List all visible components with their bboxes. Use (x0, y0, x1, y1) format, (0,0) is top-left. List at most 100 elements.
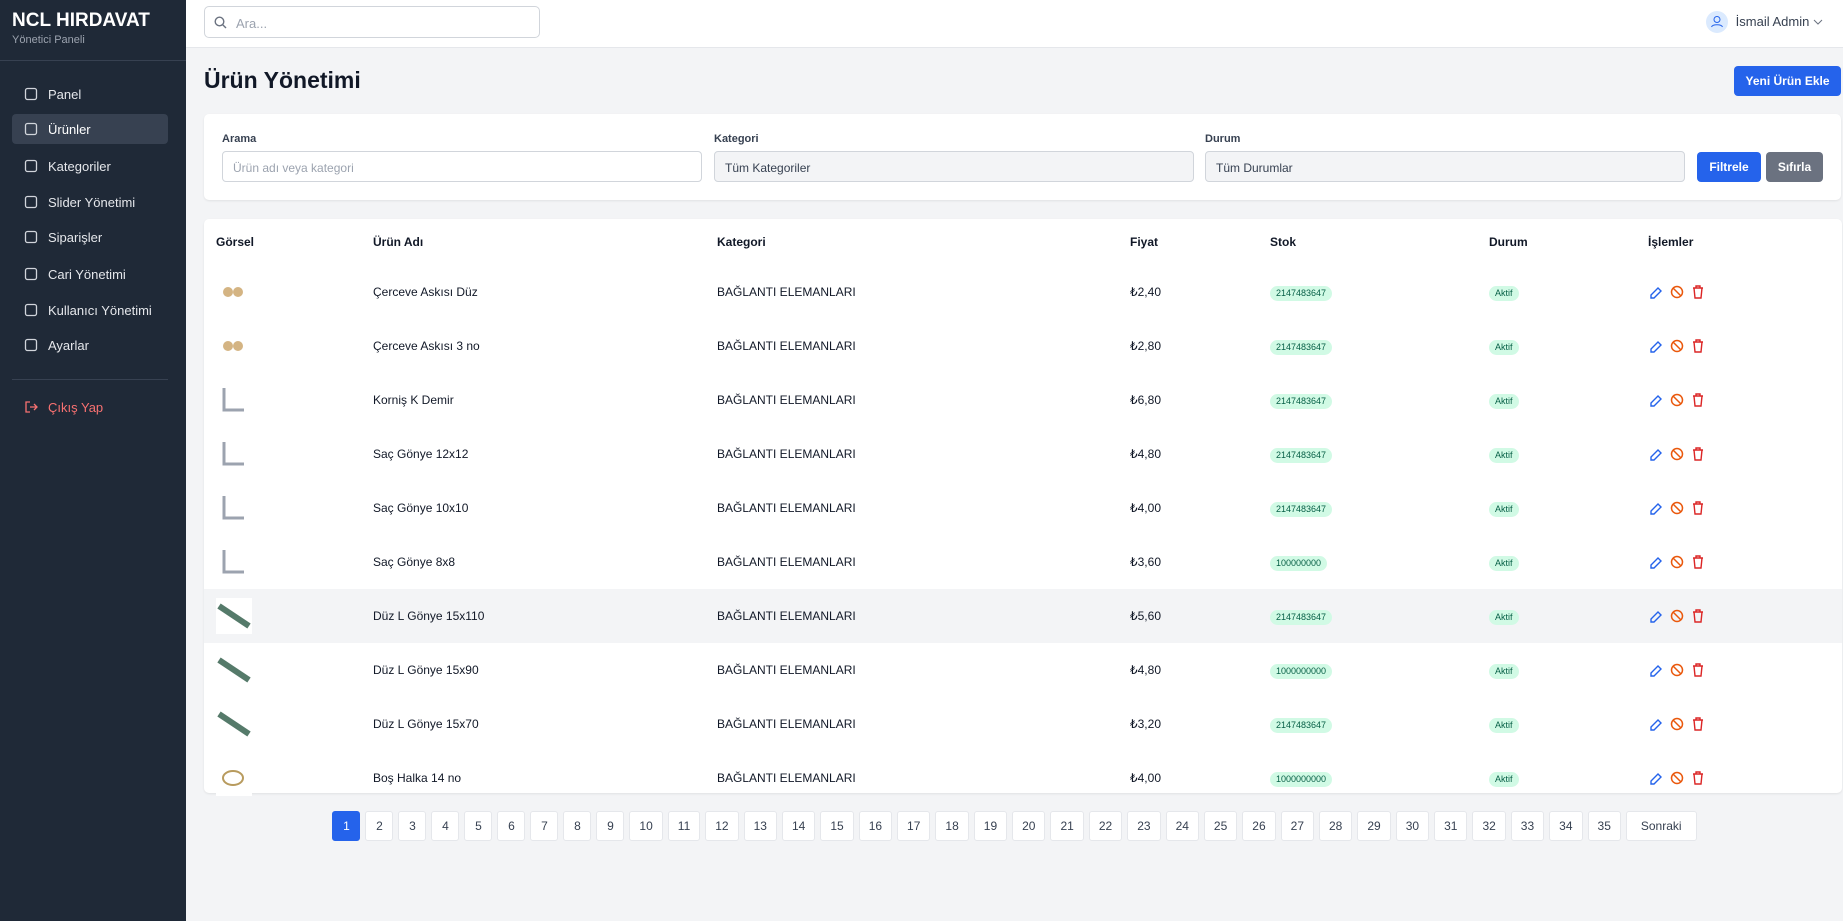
page-button[interactable]: 23 (1127, 811, 1161, 841)
status-badge: Aktif (1489, 394, 1519, 409)
delete-button[interactable] (1690, 338, 1706, 354)
page-button[interactable]: 35 (1587, 811, 1621, 841)
page-button[interactable]: 24 (1165, 811, 1199, 841)
page-button[interactable]: 19 (973, 811, 1008, 841)
page-button[interactable]: 29 (1357, 811, 1391, 841)
filter-button[interactable]: Filtrele (1697, 152, 1761, 182)
page-button[interactable]: 25 (1203, 811, 1238, 841)
next-button[interactable]: Sonraki (1625, 811, 1697, 841)
disable-button[interactable] (1669, 716, 1685, 732)
user-name: İsmail Admin (1735, 14, 1810, 29)
disable-button[interactable] (1669, 500, 1685, 516)
disable-button[interactable] (1669, 338, 1685, 354)
add-product-button[interactable]: Yeni Ürün Ekle (1734, 66, 1841, 96)
edit-button[interactable] (1648, 446, 1664, 462)
sidebar: NCL HIRDAVAT Yönetici Paneli Panel Ürünle… (0, 0, 186, 921)
page-button[interactable]: 11 (667, 811, 701, 841)
page-button[interactable]: 1 (332, 811, 361, 841)
page-button[interactable]: 20 (1012, 811, 1046, 841)
stock-badge: 2147483647 (1270, 718, 1333, 733)
disable-button[interactable] (1669, 284, 1685, 300)
search-input[interactable]: Ürün adı veya kategori (222, 151, 702, 182)
column-header: Kategori (717, 235, 766, 249)
menu-item[interactable]: Slider Yönetimi (12, 187, 168, 217)
page-button[interactable]: 15 (820, 811, 854, 841)
page-button[interactable]: 22 (1088, 811, 1123, 841)
top-search[interactable]: Ara... (204, 6, 540, 38)
page-button[interactable]: 18 (935, 811, 969, 841)
status-select[interactable]: Tüm Durumlar (1205, 151, 1685, 182)
page-button[interactable]: 3 (398, 811, 427, 841)
edit-button[interactable] (1648, 500, 1664, 516)
status-badge: Aktif (1489, 286, 1519, 301)
page-button[interactable]: 14 (781, 811, 816, 841)
topbar: Ara... İsmail Admin (186, 0, 1843, 48)
page-button[interactable]: 32 (1472, 811, 1506, 841)
edit-button[interactable] (1648, 716, 1664, 732)
page-button[interactable]: 12 (705, 811, 739, 841)
page-button[interactable]: 5 (464, 811, 493, 841)
page-button[interactable]: 33 (1510, 811, 1545, 841)
page-button[interactable]: 26 (1242, 811, 1276, 841)
edit-button[interactable] (1648, 338, 1664, 354)
page-button[interactable]: 34 (1549, 811, 1583, 841)
disable-button[interactable] (1669, 446, 1685, 462)
edit-button[interactable] (1648, 554, 1664, 570)
delete-button[interactable] (1690, 770, 1706, 786)
menu-label: Slider Yönetimi (48, 194, 136, 210)
page-button[interactable]: 10 (629, 811, 663, 841)
page-button[interactable]: 16 (858, 811, 893, 841)
category-select[interactable]: Tüm Kategoriler (714, 151, 1194, 182)
delete-button[interactable] (1690, 716, 1706, 732)
page-button[interactable]: 9 (596, 811, 625, 841)
category: BAĞLANTI ELEMANLARI (717, 609, 856, 623)
product-name: Korniş K Demir (373, 393, 454, 407)
menu-item[interactable]: Kullanıcı Yönetimi (12, 295, 168, 325)
category: BAĞLANTI ELEMANLARI (717, 393, 856, 407)
delete-button[interactable] (1690, 284, 1706, 300)
menu-label: Ürünler (48, 121, 91, 137)
page-button[interactable]: 8 (563, 811, 592, 841)
table-row: Çerceve Askısı 3 no BAĞLANTI ELEMANLARI ₺2… (204, 319, 1842, 373)
page-button[interactable]: 31 (1434, 811, 1468, 841)
edit-button[interactable] (1648, 662, 1664, 678)
menu-item[interactable]: Cari Yönetimi (12, 259, 168, 289)
page-button[interactable]: 2 (365, 811, 394, 841)
disable-button[interactable] (1669, 554, 1685, 570)
page-button[interactable]: 4 (431, 811, 460, 841)
disable-button[interactable] (1669, 608, 1685, 624)
menu-item[interactable]: Panel (12, 79, 168, 109)
delete-button[interactable] (1690, 500, 1706, 516)
page-button[interactable]: 30 (1395, 811, 1430, 841)
edit-button[interactable] (1648, 608, 1664, 624)
page-button[interactable]: 13 (743, 811, 777, 841)
menu-item[interactable]: Siparişler (12, 222, 168, 252)
menu-label: Ayarlar (48, 337, 89, 353)
page-button[interactable]: 7 (530, 811, 559, 841)
delete-button[interactable] (1690, 446, 1706, 462)
user-menu[interactable]: İsmail Admin (1705, 11, 1823, 33)
delete-button[interactable] (1690, 554, 1706, 570)
edit-button[interactable] (1648, 392, 1664, 408)
menu-item[interactable]: Ayarlar (12, 330, 168, 360)
reset-button[interactable]: Sıfırla (1766, 152, 1823, 182)
edit-button[interactable] (1648, 770, 1664, 786)
delete-button[interactable] (1690, 662, 1706, 678)
logout[interactable]: Çıkış Yap (12, 392, 168, 422)
delete-button[interactable] (1690, 392, 1706, 408)
page-button[interactable]: 21 (1050, 811, 1084, 841)
edit-button[interactable] (1648, 284, 1664, 300)
disable-button[interactable] (1669, 662, 1685, 678)
menu-item[interactable]: Kategoriler (12, 151, 168, 181)
page-button[interactable]: 27 (1280, 811, 1314, 841)
column-header: Görsel (216, 235, 255, 249)
price: ₺3,60 (1130, 555, 1161, 569)
table-row: Düz L Gönye 15x110 BAĞLANTI ELEMANLARI ₺5,… (204, 589, 1842, 643)
delete-button[interactable] (1690, 608, 1706, 624)
page-button[interactable]: 17 (897, 811, 931, 841)
disable-button[interactable] (1669, 392, 1685, 408)
page-button[interactable]: 6 (497, 811, 526, 841)
menu-item[interactable]: Ürünler (12, 114, 168, 144)
page-button[interactable]: 28 (1319, 811, 1353, 841)
disable-button[interactable] (1669, 770, 1685, 786)
